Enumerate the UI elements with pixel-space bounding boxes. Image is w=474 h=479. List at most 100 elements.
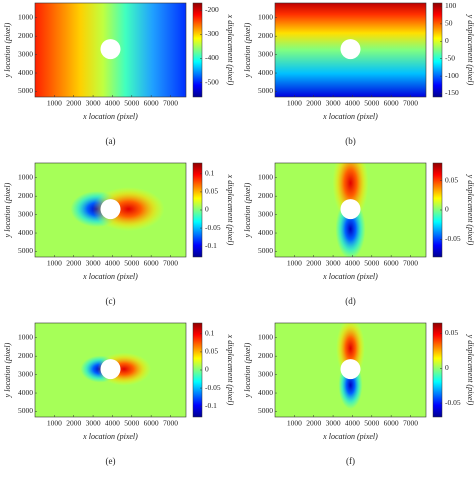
y-axis-label: y location (pixel): [3, 342, 12, 398]
colorbar-tick-label: 0: [445, 36, 449, 45]
x-tick-label: 7000: [403, 419, 418, 428]
x-tick-label: 2000: [306, 259, 321, 268]
y-tick-label: 1000: [258, 332, 273, 341]
x-tick-label: 2000: [306, 419, 321, 428]
caption: (f): [346, 456, 355, 466]
y-tick-label: 5000: [258, 246, 273, 255]
colorbar-label: y displacement (pixel): [466, 334, 474, 406]
plot-frame: [274, 322, 427, 418]
field: [35, 323, 186, 417]
x-tick-label: 4000: [105, 259, 120, 268]
x-tick-label: 1000: [47, 259, 62, 268]
plot-frame: [34, 322, 187, 418]
x-tick-label: 1000: [47, 99, 62, 108]
y-tick-label: 4000: [258, 228, 273, 237]
colorbar-tick-label: -0.05: [445, 398, 461, 407]
colorbar-label: x displacement (pixel): [226, 174, 235, 246]
x-tick-label: 4000: [105, 419, 120, 428]
y-tick-label: 5000: [258, 406, 273, 415]
x-tick-label: 6000: [144, 419, 159, 428]
x-tick-label: 4000: [105, 99, 120, 108]
x-tick-label: 2000: [66, 259, 81, 268]
colorbar-tick-label: -300: [205, 29, 219, 38]
y-axis-label: y location (pixel): [243, 22, 252, 78]
x-tick-label: 5000: [124, 259, 139, 268]
y-tick-label: 4000: [18, 228, 33, 237]
caption: (a): [106, 136, 116, 146]
panel: 1000 2000 3000 4000 5000 6000 7000100020003000…: [243, 162, 474, 306]
colorbar-tick-label: 0.1: [205, 329, 215, 338]
colorbar-tick-label: -50: [445, 53, 455, 62]
x-tick-label: 7000: [163, 99, 178, 108]
x-tick-label: 3000: [326, 259, 341, 268]
colorbar: [432, 2, 443, 98]
y-tick-label: 1000: [258, 172, 273, 181]
x-tick-label: 3000: [326, 419, 341, 428]
colorbar-tick-label: 0.05: [205, 347, 218, 356]
panel: 1000 2000 3000 4000 5000 6000 7000100020003000…: [3, 2, 235, 146]
colorbar-tick-label: 0.1: [205, 169, 215, 178]
x-tick-label: 6000: [384, 259, 399, 268]
colorbar-tick-label: 0: [445, 363, 449, 372]
x-tick-label: 3000: [326, 99, 341, 108]
colorbar-tick-label: 0.05: [445, 328, 458, 337]
hole: [340, 359, 361, 380]
colorbar-tick-label: 0.05: [445, 175, 458, 184]
x-tick-label: 2000: [66, 419, 81, 428]
y-tick-label: 2000: [18, 191, 33, 200]
x-tick-label: 4000: [345, 419, 360, 428]
colorbar-label: y displacement (pixel): [466, 174, 474, 246]
x-tick-label: 1000: [287, 99, 302, 108]
x-axis-label: x location (pixel): [322, 112, 378, 121]
panel: 1000 2000 3000 4000 5000 6000 7000100020003000…: [243, 322, 474, 466]
colorbar-tick-label: 0: [205, 205, 209, 214]
y-tick-label: 5000: [18, 86, 33, 95]
colorbar-tick-label: -0.05: [445, 234, 461, 243]
x-tick-label: 5000: [124, 419, 139, 428]
colorbar-tick-label: -150: [445, 88, 459, 97]
colorbar-label: x displacement (pixel): [226, 334, 235, 406]
plot-frame: [34, 2, 187, 98]
x-axis-label: x location (pixel): [82, 112, 138, 121]
y-tick-label: 4000: [258, 68, 273, 77]
x-tick-label: 1000: [287, 259, 302, 268]
colorbar-tick-label: 0: [205, 365, 209, 374]
y-tick-label: 3000: [258, 369, 273, 378]
colorbar-label: x displacement (pixel): [226, 14, 235, 86]
colorbar: [432, 322, 443, 418]
field: [35, 163, 186, 257]
x-tick-label: 1000: [47, 419, 62, 428]
plot-frame: [274, 2, 427, 98]
y-tick-label: 2000: [258, 191, 273, 200]
x-axis-label: x location (pixel): [82, 432, 138, 441]
colorbar-tick-label: -0.1: [205, 241, 217, 250]
y-tick-label: 2000: [18, 31, 33, 40]
colorbar-tick-label: -0.05: [205, 383, 221, 392]
x-tick-label: 5000: [364, 99, 379, 108]
y-tick-label: 1000: [18, 172, 33, 181]
caption: (d): [345, 296, 356, 306]
hole: [100, 359, 121, 380]
hole: [100, 199, 121, 220]
field-lobe: [92, 187, 165, 232]
x-tick-label: 5000: [364, 419, 379, 428]
colorbar: [192, 2, 203, 98]
y-tick-label: 4000: [258, 388, 273, 397]
x-tick-label: 6000: [384, 99, 399, 108]
colorbar-tick-label: 0.05: [205, 187, 218, 196]
hole: [100, 39, 121, 60]
x-tick-label: 2000: [306, 99, 321, 108]
caption: (c): [106, 296, 116, 306]
colorbar-tick-label: 50: [445, 19, 453, 28]
x-tick-label: 7000: [403, 99, 418, 108]
x-tick-label: 4000: [345, 99, 360, 108]
y-tick-label: 3000: [258, 49, 273, 58]
hole: [340, 199, 361, 220]
colorbar-label: y displacement (pixel): [466, 14, 474, 86]
x-tick-label: 6000: [144, 99, 159, 108]
panel: 1000 2000 3000 4000 5000 6000 7000100020003000…: [243, 1, 474, 146]
colorbar-tick-label: 0: [445, 205, 449, 214]
x-tick-label: 6000: [144, 259, 159, 268]
x-tick-label: 1000: [287, 419, 302, 428]
colorbar-tick-label: -0.1: [205, 401, 217, 410]
